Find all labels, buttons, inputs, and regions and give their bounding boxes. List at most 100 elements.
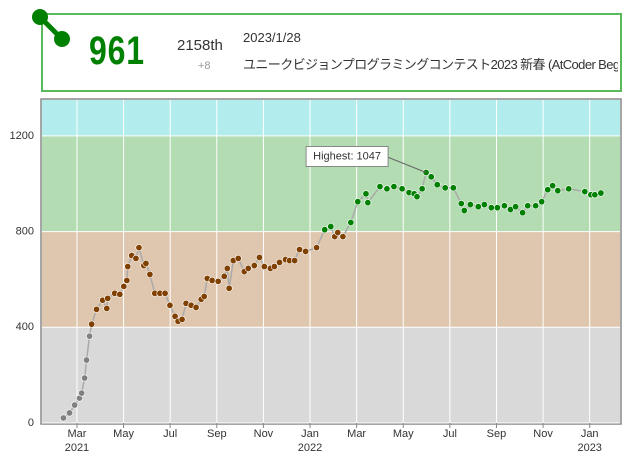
rating-point [413,193,421,201]
icon [32,9,70,47]
rating-point [487,204,495,212]
rating-point [59,414,67,422]
x-tick-label: Sep [487,428,507,440]
rating-point [208,276,216,284]
rating: 961 [89,29,145,73]
rating-point [581,188,589,196]
rating-point [223,264,231,272]
rating-point [146,270,154,278]
year-label: 2023 [577,442,601,454]
rating-point [260,263,268,271]
rating-point [418,185,426,193]
rating-band [42,327,620,423]
x-tick-label: Jul [163,428,177,440]
rating-point [480,201,488,209]
y-tick-label: 0 [28,417,34,429]
rating-point [86,332,94,340]
rating-point [244,264,252,272]
rating-point [66,409,74,417]
rating-point [123,276,131,284]
x-tick-label: May [113,428,134,440]
rating-point [321,226,329,234]
rating-point [519,209,527,217]
rating-diff: +8 [198,60,211,72]
rating-point [275,258,283,266]
rating-point [225,284,233,292]
rating-band [42,100,620,136]
rating-point [383,185,391,193]
x-tick-label: Jan [301,428,319,440]
rating-point [493,204,501,212]
rating-point [390,183,398,191]
rating-point [347,219,355,227]
rating-point [398,185,406,193]
rating-point [178,315,186,323]
rating-point [161,289,169,297]
rating-point [120,282,128,290]
y-tick-label: 800 [16,225,34,237]
rating-point [103,304,111,312]
x-tick-label: Jul [443,428,457,440]
rating-point [427,173,435,181]
rating-point [291,257,299,265]
year-label: 2022 [298,442,322,454]
rating-point [104,294,112,302]
rating-point [255,253,263,261]
rating-point [544,186,552,194]
rating-point [460,207,468,215]
x-tick-label: May [393,428,414,440]
rating-point [524,202,532,210]
x-tick-label: Sep [207,428,227,440]
rating-point [220,272,228,280]
rating-point [457,200,465,208]
rating-point [466,201,474,209]
x-tick-label: Nov [533,428,553,440]
rating-point [364,199,372,207]
rating-point [554,187,562,195]
plot-frame [40,98,622,425]
rank: 2158th [177,37,223,54]
x-tick-label: Jan [581,428,599,440]
rating-point [354,198,362,206]
rating-point [302,247,310,255]
rating-point [124,263,132,271]
rating-point [166,301,174,309]
rating-point [500,202,508,210]
rating-point [313,244,321,252]
rating-point [93,305,101,313]
highest-pointer [385,156,427,173]
tooltip-box: 961 2158th +8 2023/1/28 ユニークビジョンプログラミングコ… [41,13,622,92]
rating-point [142,259,150,267]
rating-point [334,229,342,237]
highest-box [305,145,389,167]
rating-point [234,254,242,262]
rating-point [362,190,370,198]
rating-point [474,203,482,211]
rating-point [327,223,335,231]
rating-point [200,292,208,300]
rating-point [270,263,278,271]
rating-point [512,203,520,211]
contest-name: ユニークビジョンプログラミングコンテスト2023 新春 (AtCoder Beg… [243,57,618,72]
x-tick-label: Mar [67,428,86,440]
rating-point [597,189,605,197]
rating-point [88,320,96,328]
rating-point [135,244,143,252]
rating-point [250,262,258,270]
contest-date: 2023/1/28 [243,30,301,45]
rating-point [376,183,384,191]
rating-point [441,184,449,192]
rating-point [132,254,140,262]
x-tick-label: Mar [347,428,366,440]
rating-point [339,233,347,241]
rating-point [192,303,200,311]
highest-label: Highest: 1047 [313,150,381,162]
rating-point [565,185,573,193]
rating-point [71,401,79,409]
rating-point [78,389,86,397]
rating-point [433,181,441,189]
rating-point [171,312,179,320]
rating-point [214,277,222,285]
x-tick-label: Nov [254,428,274,440]
